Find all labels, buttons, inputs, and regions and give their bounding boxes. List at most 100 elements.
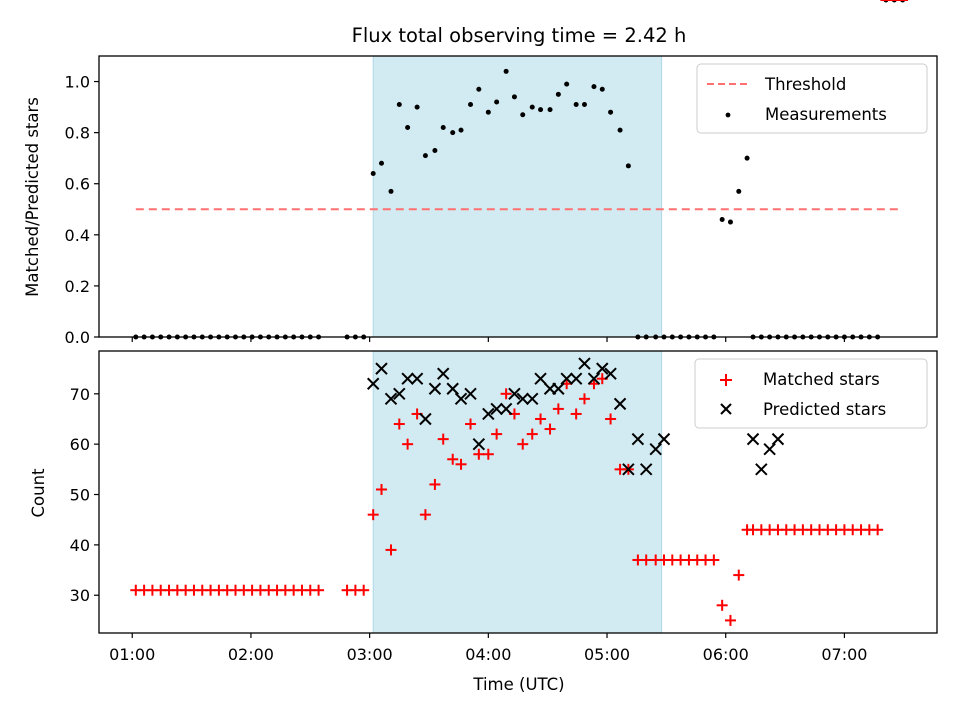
- predicted-star-point: [499, 402, 513, 416]
- measurement-point: [494, 99, 500, 105]
- matched-star-point: [437, 433, 449, 445]
- predicted-star-point: [560, 372, 573, 385]
- measurement-point: [440, 125, 446, 131]
- y-tick-label: 0.0: [65, 328, 90, 347]
- measurements-legend-label: Measurements: [765, 105, 887, 124]
- x-tick-label: 07:00: [821, 645, 867, 664]
- bottom-panel: 30 40 50 60 70 01:00 02:00 03:00 04:00 05:00 06:0…: [29, 0, 938, 694]
- predicted-star-point: [763, 442, 776, 456]
- y-tick-label: 0.6: [65, 175, 90, 194]
- matched-star-point: [517, 438, 529, 450]
- measurement-point: [719, 216, 725, 222]
- predicted-star-point: [419, 412, 432, 426]
- predicted-star-point: [393, 387, 406, 401]
- predicted-star-point: [622, 463, 635, 476]
- measurement-point: [529, 104, 535, 110]
- measurement-point: [476, 86, 482, 92]
- matched-star-point: [724, 614, 736, 626]
- matched-star-point: [526, 428, 538, 440]
- measurement-point: [468, 102, 474, 108]
- predicted-star-point: [569, 372, 583, 385]
- predicted-star-point: [596, 362, 609, 375]
- bottom-panel-frame: [98, 350, 938, 634]
- predicted-star-point: [410, 372, 424, 385]
- measurement-point: [511, 94, 517, 100]
- x-tick-label: 06:00: [703, 645, 749, 664]
- y-tick-label: 40: [70, 536, 90, 555]
- measurement-point: [581, 102, 587, 108]
- matched-star-point: [500, 388, 512, 400]
- x-tick-label: 04:00: [465, 645, 511, 664]
- measurement-point: [450, 130, 456, 136]
- predicted-star-point: [490, 402, 503, 416]
- measurement-point: [744, 155, 750, 161]
- measurement-point: [520, 112, 526, 118]
- y-tick-label: 60: [70, 435, 90, 454]
- matched-star-point: [708, 554, 720, 566]
- x-tick-label: 01:00: [109, 645, 155, 664]
- top-panel-frame: [98, 55, 938, 338]
- matched-star-point: [716, 599, 728, 611]
- predicted-star-point: [552, 382, 565, 395]
- predicted-star-point: [534, 372, 547, 385]
- matched-star-point: [482, 448, 494, 460]
- matched-star-point: [429, 478, 441, 490]
- matched-star-point: [578, 393, 590, 405]
- matched-star-point: [872, 524, 884, 536]
- predicted-star-point: [464, 387, 477, 401]
- matched-star-point: [570, 408, 582, 420]
- predicted-star-point: [366, 377, 380, 390]
- matched-star-point: [367, 509, 379, 521]
- measurement-point: [422, 153, 428, 159]
- predicted-star-point: [508, 387, 521, 401]
- measurement-point: [573, 102, 579, 108]
- measurement-point: [591, 84, 597, 90]
- predicted-star-point: [578, 357, 591, 370]
- matched-star-point: [552, 403, 564, 415]
- matched-star-point: [535, 413, 547, 425]
- predicted-star-point: [446, 382, 459, 395]
- measurement-point: [625, 163, 631, 169]
- top-panel: 0.0 0.2 0.4 0.6 0.8 1.0 Matched/Predicted sta…: [23, 0, 938, 347]
- chart-title: Flux total observing time = 2.42 h: [352, 24, 687, 47]
- x-axis-label: Time (UTC): [472, 675, 564, 694]
- matched-star-point: [313, 584, 325, 596]
- predicted-star-point: [604, 367, 617, 380]
- matched-star-point: [455, 458, 467, 470]
- measurement-point: [405, 125, 411, 131]
- predicted-star-point: [639, 463, 653, 476]
- matched-star-point: [419, 509, 431, 521]
- predicted-star-point: [649, 442, 662, 456]
- measurement-point: [378, 160, 384, 166]
- matched-star-point: [473, 448, 485, 460]
- measurement-point: [547, 107, 553, 113]
- predicted-star-point: [631, 432, 645, 446]
- matched-star-point: [393, 418, 405, 430]
- matched-star-point: [491, 428, 503, 440]
- observing-window-shade: [373, 56, 662, 337]
- predicted-star-point: [428, 382, 442, 395]
- predicted-star-point: [401, 372, 414, 385]
- measurement-point: [458, 127, 464, 133]
- predicted-star-point: [482, 407, 495, 421]
- measurement-point: [396, 102, 402, 108]
- top-y-axis-label: Matched/Predicted stars: [23, 97, 42, 297]
- predicted-star-point: [384, 392, 398, 406]
- measurement-point: [555, 91, 561, 97]
- y-tick-label: 30: [70, 586, 90, 605]
- matched-stars-legend-swatch: [720, 374, 732, 386]
- predicted-star-point: [613, 397, 627, 411]
- x-tick-label: 03:00: [347, 645, 393, 664]
- measurement-point: [599, 86, 605, 92]
- measurement-point: [538, 107, 544, 113]
- y-tick-label: 50: [70, 486, 90, 505]
- y-tick-label: 0.2: [65, 277, 90, 296]
- matched-star-point: [447, 453, 459, 465]
- predicted-star-point: [587, 372, 601, 385]
- matched-star-point: [465, 418, 477, 430]
- measurement-point: [485, 109, 491, 115]
- predicted-star-point: [375, 362, 388, 375]
- threshold-legend-label: Threshold: [764, 75, 846, 94]
- top-legend: Threshold Measurements: [696, 63, 928, 134]
